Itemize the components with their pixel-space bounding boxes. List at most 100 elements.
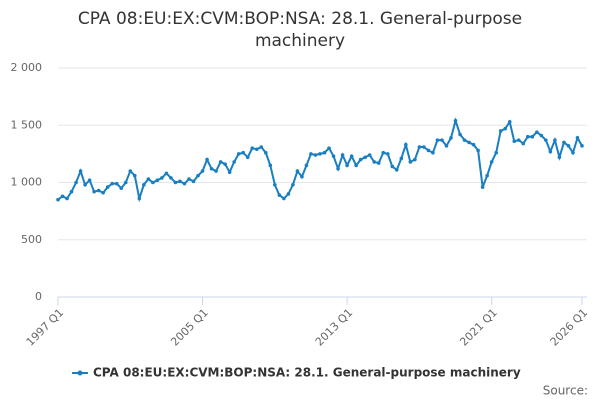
point xyxy=(575,136,580,140)
point xyxy=(65,196,69,201)
point xyxy=(227,170,232,174)
y-tick-label: 1 000 xyxy=(11,176,43,189)
point xyxy=(471,142,476,147)
point xyxy=(539,133,544,138)
point xyxy=(155,178,160,183)
x-tick-label: 2021 Q1 xyxy=(457,306,500,349)
point xyxy=(282,196,286,201)
point xyxy=(322,150,327,155)
x-tick-label: 2026 Q1 xyxy=(548,306,591,349)
point xyxy=(173,180,178,185)
point xyxy=(458,132,462,137)
point xyxy=(494,150,498,155)
legend-label: CPA 08:EU:EX:CVM:BOP:NSA: 28.1. General-… xyxy=(93,366,521,380)
point xyxy=(512,139,517,144)
point xyxy=(309,152,313,156)
point xyxy=(286,192,291,196)
point xyxy=(169,176,173,180)
point xyxy=(123,180,128,185)
point xyxy=(132,173,137,178)
point xyxy=(503,126,508,131)
point xyxy=(241,150,246,155)
point xyxy=(385,152,390,156)
point xyxy=(358,157,363,162)
point xyxy=(114,181,119,186)
point xyxy=(525,134,530,139)
point xyxy=(571,150,575,155)
point xyxy=(557,155,562,160)
point xyxy=(336,166,340,171)
x-tick-label: 1997 Q1 xyxy=(24,306,67,349)
point xyxy=(245,155,250,160)
point xyxy=(56,197,60,202)
point xyxy=(453,118,458,123)
point xyxy=(404,142,408,147)
x-tick-label: 2005 Q1 xyxy=(168,306,211,349)
legend-marker xyxy=(77,370,83,376)
chart-title: CPA 08:EU:EX:CVM:BOP:NSA: 28.1. General-… xyxy=(77,9,523,51)
point xyxy=(295,169,300,173)
point xyxy=(196,173,200,178)
point xyxy=(408,160,413,164)
point xyxy=(476,148,480,153)
y-tick-label: 1 500 xyxy=(11,118,43,131)
point xyxy=(566,144,571,148)
point xyxy=(507,120,512,124)
point xyxy=(119,186,124,191)
point xyxy=(372,160,377,164)
point xyxy=(205,157,209,162)
y-tick-label: 2 000 xyxy=(11,61,43,74)
point xyxy=(101,191,105,195)
point xyxy=(223,162,227,166)
point xyxy=(435,138,440,142)
point xyxy=(254,147,259,152)
point xyxy=(187,177,191,181)
point xyxy=(87,178,92,183)
point xyxy=(304,163,309,168)
point xyxy=(160,176,164,180)
point xyxy=(96,188,101,193)
point xyxy=(413,157,417,162)
point xyxy=(92,189,96,194)
y-tick-label: 0 xyxy=(35,290,42,303)
point xyxy=(218,160,223,164)
point xyxy=(78,169,83,173)
point xyxy=(467,140,471,145)
point xyxy=(273,182,277,187)
point xyxy=(521,141,526,146)
point xyxy=(151,180,155,185)
point xyxy=(345,163,349,168)
point xyxy=(422,145,426,149)
point xyxy=(191,179,196,184)
point xyxy=(417,145,422,149)
point xyxy=(300,174,304,179)
point xyxy=(390,164,395,169)
point xyxy=(209,166,214,171)
point xyxy=(142,182,146,187)
point xyxy=(200,169,205,173)
point xyxy=(498,129,503,133)
point xyxy=(277,193,282,197)
point xyxy=(394,168,399,172)
point xyxy=(60,194,65,199)
point xyxy=(137,196,142,201)
point xyxy=(449,136,453,140)
point xyxy=(291,182,295,187)
point xyxy=(128,169,133,173)
x-tick-label: 2013 Q1 xyxy=(313,306,356,349)
point xyxy=(426,148,431,153)
point xyxy=(263,150,268,155)
point xyxy=(444,144,449,148)
point xyxy=(250,146,255,150)
point xyxy=(349,154,354,158)
point xyxy=(363,155,367,160)
point xyxy=(381,150,386,155)
point xyxy=(318,152,322,156)
point xyxy=(214,169,218,173)
point xyxy=(110,181,115,186)
point xyxy=(164,171,169,176)
point xyxy=(553,138,557,142)
point xyxy=(105,185,110,189)
